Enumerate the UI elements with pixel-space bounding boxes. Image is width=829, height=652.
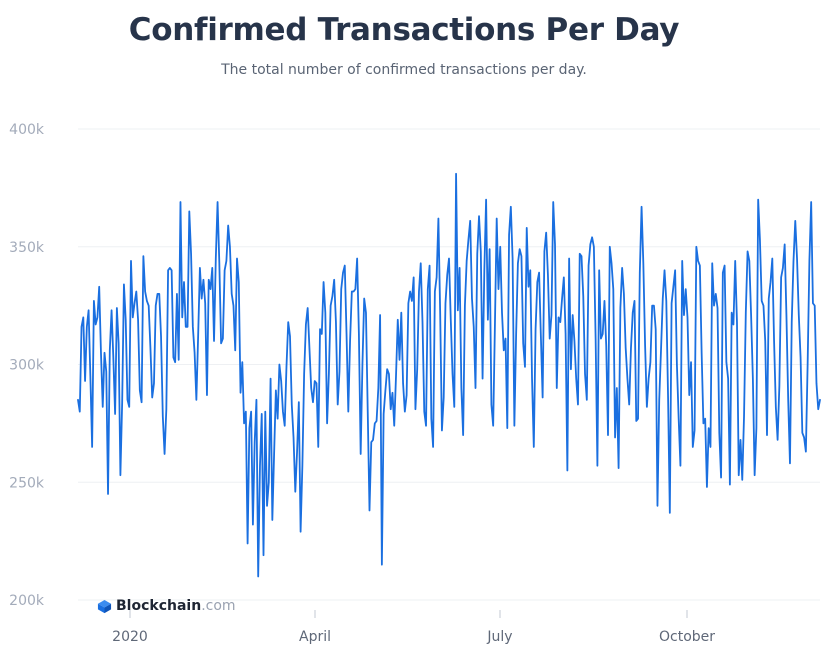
y-axis: 200k 250k 300k 350k 400k bbox=[9, 122, 45, 609]
logo-tld: .com bbox=[201, 598, 236, 614]
y-tick-label: 350k bbox=[9, 240, 45, 256]
logo-name: Blockchain bbox=[116, 598, 202, 614]
chart-subtitle: The total number of confirmed transactio… bbox=[221, 62, 587, 78]
gridlines bbox=[78, 128, 820, 601]
x-tick-label: October bbox=[659, 629, 715, 645]
y-tick-label: 400k bbox=[9, 122, 45, 138]
blockchain-cube-icon bbox=[97, 599, 112, 613]
y-tick-label: 300k bbox=[9, 358, 45, 374]
series-line bbox=[77, 172, 821, 578]
blockchain-logo: Blockchain .com bbox=[97, 598, 236, 614]
chart-title: Confirmed Transactions Per Day bbox=[128, 12, 680, 48]
y-tick-label: 200k bbox=[9, 593, 45, 609]
y-tick-label: 250k bbox=[9, 475, 45, 491]
x-tick-label: July bbox=[486, 629, 512, 645]
x-tick-label: 2020 bbox=[112, 629, 148, 645]
x-tick-label: April bbox=[299, 629, 331, 645]
x-axis: 2020 April July October bbox=[112, 610, 715, 645]
